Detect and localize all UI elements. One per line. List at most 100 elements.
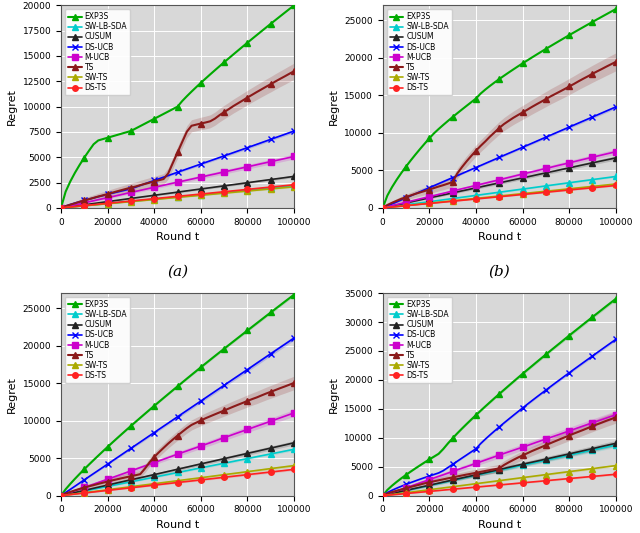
X-axis label: Round t: Round t xyxy=(477,232,521,242)
CUSUM xyxy=(127,195,135,201)
Line: SW-LB-SDA: SW-LB-SDA xyxy=(380,174,619,211)
X-axis label: Round t: Round t xyxy=(156,520,199,530)
DS-UCB xyxy=(454,172,461,179)
DS-UCB xyxy=(211,156,219,163)
DS-UCB xyxy=(449,174,456,181)
CUSUM xyxy=(430,193,438,200)
Legend: EXP3S, SW-LB-SDA, CUSUM, DS-UCB, M-UCB, TS, SW-TS, DS-TS: EXP3S, SW-LB-SDA, CUSUM, DS-UCB, M-UCB, … xyxy=(65,9,131,95)
EXP3S xyxy=(291,2,298,9)
CUSUM xyxy=(57,205,65,211)
TS xyxy=(547,440,554,446)
TS xyxy=(132,472,140,479)
CUSUM xyxy=(607,441,615,448)
SW-TS xyxy=(132,198,140,204)
CUSUM xyxy=(108,481,116,487)
TS xyxy=(127,184,135,191)
DS-UCB xyxy=(225,151,233,157)
DS-TS xyxy=(57,205,65,211)
M-UCB xyxy=(532,439,540,446)
DS-UCB xyxy=(532,138,540,144)
TS xyxy=(612,414,620,421)
CUSUM xyxy=(612,155,620,161)
Line: M-UCB: M-UCB xyxy=(380,412,619,498)
SW-LB-SDA xyxy=(612,442,620,448)
SW-LB-SDA xyxy=(285,447,293,454)
Text: (a): (a) xyxy=(167,265,188,279)
TS xyxy=(291,379,298,386)
SW-LB-SDA xyxy=(132,198,140,204)
M-UCB xyxy=(132,466,140,472)
CUSUM xyxy=(547,168,554,175)
SW-TS xyxy=(291,183,298,190)
DS-UCB xyxy=(449,461,456,467)
Line: DS-TS: DS-TS xyxy=(58,182,297,211)
DS-UCB xyxy=(612,104,620,110)
CUSUM xyxy=(449,190,456,196)
DS-UCB xyxy=(108,458,116,464)
M-UCB xyxy=(449,188,456,194)
SW-TS xyxy=(532,189,540,196)
Line: DS-UCB: DS-UCB xyxy=(58,335,298,499)
M-UCB xyxy=(57,205,65,211)
TS xyxy=(449,474,456,481)
DS-UCB xyxy=(225,379,233,385)
SW-TS xyxy=(547,471,554,477)
M-UCB xyxy=(225,433,233,439)
M-UCB xyxy=(225,168,233,174)
SW-TS xyxy=(454,483,461,489)
CUSUM xyxy=(211,458,219,464)
M-UCB xyxy=(285,411,293,418)
TS xyxy=(285,70,293,77)
TS xyxy=(57,492,65,499)
SW-TS xyxy=(211,191,219,197)
CUSUM xyxy=(532,458,540,464)
M-UCB xyxy=(127,468,135,474)
EXP3S xyxy=(285,6,293,12)
EXP3S xyxy=(612,6,620,12)
TS xyxy=(449,179,456,185)
SW-LB-SDA xyxy=(57,205,65,211)
DS-UCB xyxy=(547,383,554,390)
CUSUM xyxy=(291,440,298,446)
M-UCB xyxy=(285,155,293,161)
Y-axis label: Regret: Regret xyxy=(329,376,339,413)
DS-TS xyxy=(291,466,298,473)
SW-TS xyxy=(532,473,540,479)
DS-UCB xyxy=(607,106,615,112)
TS xyxy=(285,382,293,388)
EXP3S xyxy=(547,43,554,50)
EXP3S xyxy=(225,342,233,348)
TS xyxy=(532,101,540,108)
SW-LB-SDA xyxy=(607,174,615,180)
DS-TS xyxy=(612,471,620,478)
EXP3S xyxy=(607,299,615,305)
EXP3S xyxy=(108,439,116,446)
DS-TS xyxy=(430,488,438,494)
CUSUM xyxy=(379,205,387,211)
SW-LB-SDA xyxy=(454,195,461,201)
TS xyxy=(430,185,438,191)
CUSUM xyxy=(547,455,554,461)
M-UCB xyxy=(532,167,540,174)
DS-UCB xyxy=(607,340,615,346)
CUSUM xyxy=(454,476,461,482)
DS-TS xyxy=(127,484,135,491)
DS-TS xyxy=(211,475,219,481)
DS-TS xyxy=(211,189,219,196)
Line: DS-UCB: DS-UCB xyxy=(58,127,298,212)
SW-LB-SDA xyxy=(211,462,219,469)
SW-TS xyxy=(127,198,135,205)
TS xyxy=(291,68,298,75)
DS-TS xyxy=(532,478,540,484)
SW-LB-SDA xyxy=(57,492,65,499)
TS xyxy=(379,205,387,211)
Line: SW-TS: SW-TS xyxy=(380,463,619,498)
CUSUM xyxy=(612,440,620,447)
CUSUM xyxy=(127,477,135,483)
EXP3S xyxy=(607,9,615,15)
Legend: EXP3S, SW-LB-SDA, CUSUM, DS-UCB, M-UCB, TS, SW-TS, DS-TS: EXP3S, SW-LB-SDA, CUSUM, DS-UCB, M-UCB, … xyxy=(387,9,452,95)
SW-TS xyxy=(211,473,219,479)
DS-UCB xyxy=(430,471,438,478)
SW-TS xyxy=(225,471,233,477)
Y-axis label: Regret: Regret xyxy=(7,88,17,125)
